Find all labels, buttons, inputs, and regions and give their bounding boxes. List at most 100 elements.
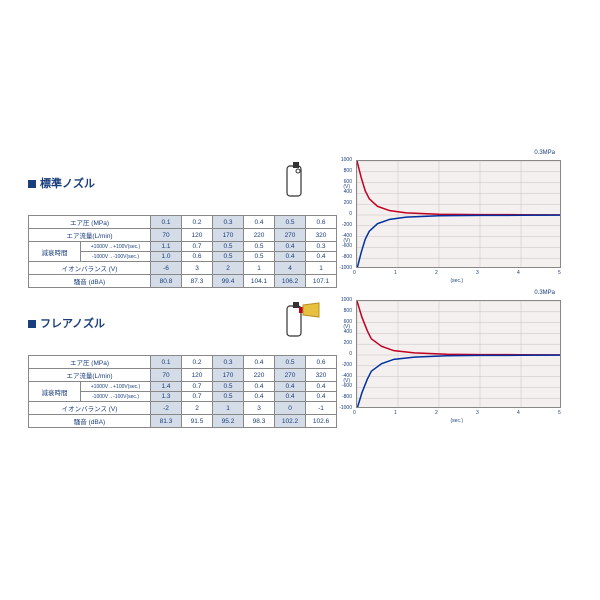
cell: 0.1 xyxy=(151,356,182,369)
y-tick: -1000 xyxy=(332,265,352,271)
cell: 0.2 xyxy=(182,216,213,229)
cell: 0 xyxy=(275,402,306,415)
nozzle-illustration xyxy=(283,302,323,342)
cell: 0.5 xyxy=(244,252,275,262)
chart-pressure-label: 0.3MPa xyxy=(534,150,555,156)
cell: 1 xyxy=(244,262,275,275)
x-tick: 1 xyxy=(394,270,397,276)
cell: 102.2 xyxy=(275,415,306,428)
cell: 1.0 xyxy=(151,252,182,262)
cell: 3 xyxy=(244,402,275,415)
cell: 0.5 xyxy=(213,392,244,402)
cell: 107.1 xyxy=(306,275,337,288)
bullet-icon xyxy=(28,180,36,188)
cell: 0.5 xyxy=(275,356,306,369)
x-tick: 3 xyxy=(476,410,479,416)
table-container: エア圧 (MPa)0.10.20.30.40.50.6エア流量(L/min)70… xyxy=(28,215,337,288)
y-tick: 1000 xyxy=(332,157,352,163)
cell: 0.4 xyxy=(244,356,275,369)
cell: 106.2 xyxy=(275,275,306,288)
chart-pressure-label: 0.3MPa xyxy=(534,290,555,296)
x-tick: 2 xyxy=(435,270,438,276)
cell: 1.1 xyxy=(151,242,182,252)
y-tick: -1000 xyxy=(332,405,352,411)
y-axis-label: (V) xyxy=(343,184,350,190)
row-subheader: +1000V→+100V(sec.) xyxy=(81,382,151,392)
cell: 0.5 xyxy=(213,242,244,252)
cell: 0.5 xyxy=(275,216,306,229)
y-tick: 0 xyxy=(332,351,352,357)
cell: 0.5 xyxy=(213,252,244,262)
section-title: 標準ノズル xyxy=(28,175,95,191)
nozzle-illustration xyxy=(283,162,305,202)
y-tick: -800 xyxy=(332,394,352,400)
y-tick: 0 xyxy=(332,211,352,217)
row-header: エア圧 (MPa) xyxy=(29,356,151,369)
y-tick: 400 xyxy=(332,329,352,335)
row-subheader: -1000V→-100V(sec.) xyxy=(81,392,151,402)
x-axis-label: (sec.) xyxy=(451,418,464,424)
row-header: エア圧 (MPa) xyxy=(29,216,151,229)
cell: 120 xyxy=(182,369,213,382)
section-title: フレアノズル xyxy=(28,315,105,331)
cell: 270 xyxy=(275,229,306,242)
cell: 1.4 xyxy=(151,382,182,392)
section-title-text: フレアノズル xyxy=(40,318,105,330)
cell: 0.1 xyxy=(151,216,182,229)
y-tick: -600 xyxy=(332,243,352,249)
cell: 170 xyxy=(213,229,244,242)
y-tick: 200 xyxy=(332,340,352,346)
chart-container: 0.3MPa 012345-1000-800-600-400-200020040… xyxy=(356,160,561,270)
row-header: イオンバランス (V) xyxy=(29,402,151,415)
cell: 98.3 xyxy=(244,415,275,428)
cell: 0.7 xyxy=(182,242,213,252)
row-header: エア流量(L/min) xyxy=(29,369,151,382)
cell: 81.3 xyxy=(151,415,182,428)
y-tick: 800 xyxy=(332,308,352,314)
y-tick: -200 xyxy=(332,362,352,368)
cell: 87.3 xyxy=(182,275,213,288)
cell: -2 xyxy=(151,402,182,415)
y-axis-label: (V) xyxy=(343,238,350,244)
cell: 3 xyxy=(182,262,213,275)
cell: 1.3 xyxy=(151,392,182,402)
cell: 0.3 xyxy=(213,356,244,369)
cell: 0.7 xyxy=(182,382,213,392)
x-tick: 1 xyxy=(394,410,397,416)
cell: 2 xyxy=(182,402,213,415)
y-tick: -600 xyxy=(332,383,352,389)
cell: 0.4 xyxy=(275,382,306,392)
cell: 0.4 xyxy=(275,252,306,262)
x-tick: 5 xyxy=(558,410,561,416)
decay-chart xyxy=(356,160,561,268)
cell: 0.2 xyxy=(182,356,213,369)
y-tick: 400 xyxy=(332,189,352,195)
y-axis-label: (V) xyxy=(343,324,350,330)
bullet-icon xyxy=(28,320,36,328)
cell: 80.8 xyxy=(151,275,182,288)
cell: 1 xyxy=(213,402,244,415)
x-tick: 4 xyxy=(517,410,520,416)
cell: 170 xyxy=(213,369,244,382)
cell: 0.5 xyxy=(213,382,244,392)
x-tick: 2 xyxy=(435,410,438,416)
cell: 0.6 xyxy=(182,252,213,262)
y-tick: 200 xyxy=(332,200,352,206)
cell: 0.3 xyxy=(213,216,244,229)
decay-chart xyxy=(356,300,561,408)
cell: 70 xyxy=(151,369,182,382)
cell: 4 xyxy=(275,262,306,275)
cell: 120 xyxy=(182,229,213,242)
row-header: 騒音 (dBA) xyxy=(29,275,151,288)
row-header: 減衰時間 xyxy=(29,382,81,402)
y-tick: -200 xyxy=(332,222,352,228)
cell: 0.5 xyxy=(244,242,275,252)
spec-table: エア圧 (MPa)0.10.20.30.40.50.6エア流量(L/min)70… xyxy=(28,355,337,428)
x-tick: 3 xyxy=(476,270,479,276)
x-axis-label: (sec.) xyxy=(451,278,464,284)
cell: 104.1 xyxy=(244,275,275,288)
y-tick: -800 xyxy=(332,254,352,260)
standard-nozzle-icon xyxy=(283,162,305,200)
row-subheader: +1000V→+100V(sec.) xyxy=(81,242,151,252)
y-tick: 1000 xyxy=(332,297,352,303)
